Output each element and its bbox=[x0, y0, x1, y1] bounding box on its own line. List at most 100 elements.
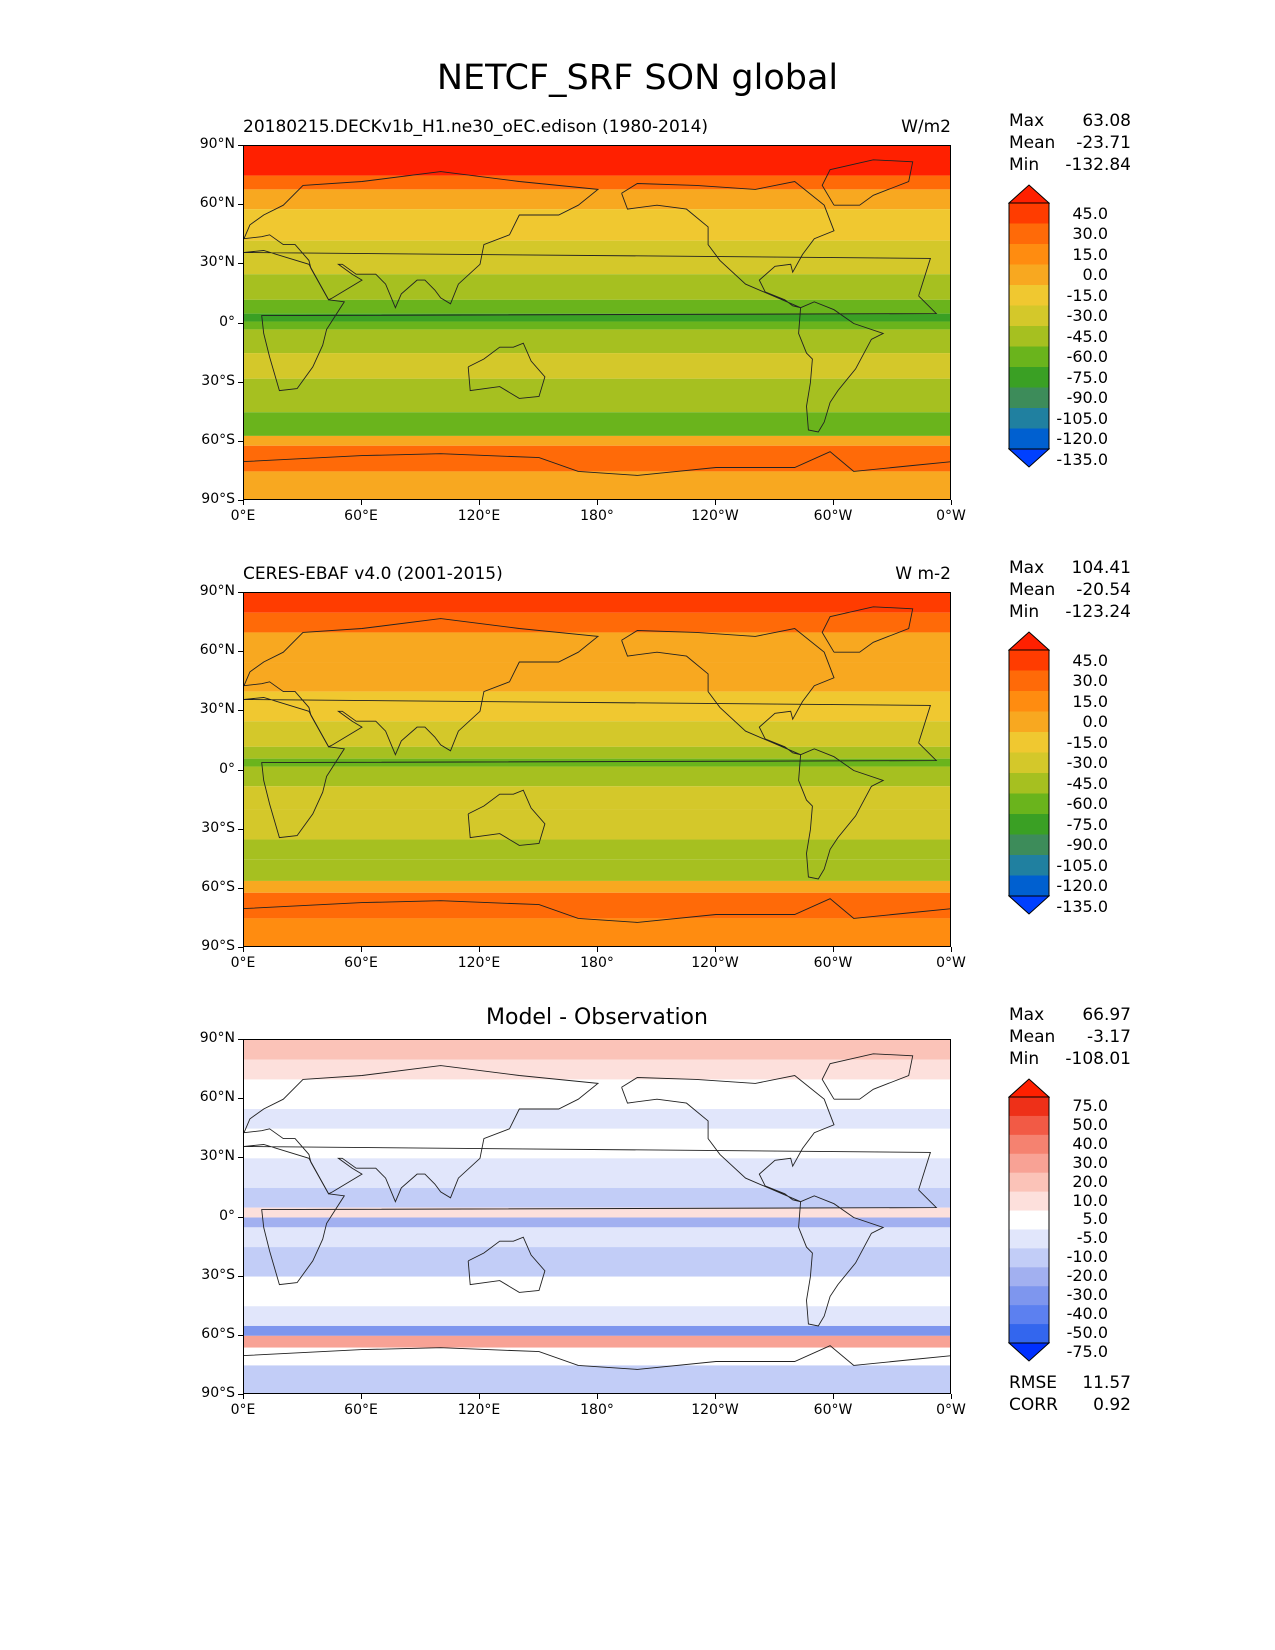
panel-title-center: Model - Observation bbox=[486, 1005, 708, 1030]
colorbar-segment bbox=[1009, 691, 1049, 712]
colorbar-label: -105.0 bbox=[1056, 408, 1108, 428]
colorbar-label: 0.0 bbox=[1082, 712, 1108, 731]
contour-band bbox=[244, 880, 950, 893]
x-tick-label: 180° bbox=[580, 508, 614, 524]
contour-band bbox=[244, 859, 950, 881]
x-tick-mark bbox=[597, 947, 598, 952]
coastline bbox=[621, 1075, 835, 1203]
contour-band bbox=[244, 329, 950, 354]
colorbar-label: -30.0 bbox=[1066, 1285, 1108, 1305]
colorbar-segment bbox=[1009, 326, 1049, 347]
contour-band bbox=[244, 412, 950, 436]
y-tick-mark bbox=[238, 651, 243, 653]
y-tick-mark bbox=[238, 1039, 243, 1040]
colorbar-segment bbox=[1009, 1248, 1049, 1268]
stat-value: -132.84 bbox=[1065, 155, 1131, 175]
y-tick-label: 30°N bbox=[199, 1148, 235, 1165]
y-tick-mark bbox=[238, 1157, 243, 1159]
colorbar-label: 10.0 bbox=[1072, 1190, 1108, 1210]
colorbar-segment bbox=[1009, 773, 1049, 794]
map-3 bbox=[243, 1039, 951, 1394]
stat-row: Min -123.24 bbox=[1009, 601, 1131, 623]
coastline bbox=[621, 181, 835, 309]
colorbar-segment bbox=[1009, 875, 1049, 897]
x-tick-label: 180° bbox=[580, 1402, 614, 1418]
contour-band bbox=[244, 1306, 950, 1326]
x-tick-mark bbox=[597, 500, 598, 505]
colorbar-frame bbox=[1008, 649, 1050, 897]
contour-band bbox=[244, 146, 950, 176]
colorbar-frame bbox=[1008, 202, 1050, 450]
colorbar-segment bbox=[1009, 1153, 1049, 1174]
x-tick-mark bbox=[243, 500, 244, 505]
coastline bbox=[798, 748, 885, 880]
contour-band bbox=[244, 313, 950, 322]
x-tick-label: 0°W bbox=[936, 955, 966, 971]
contour-band bbox=[244, 662, 950, 692]
stat-label: Max bbox=[1009, 558, 1045, 578]
contour-band bbox=[244, 1128, 950, 1159]
colorbar-label: -30.0 bbox=[1066, 306, 1108, 325]
colorbar-label: 15.0 bbox=[1072, 691, 1108, 711]
coastline bbox=[244, 618, 600, 756]
colorbar-segment bbox=[1009, 203, 1049, 224]
colorbar-segment bbox=[1009, 1210, 1049, 1230]
stat-label: Max bbox=[1009, 1005, 1045, 1025]
contour-band bbox=[244, 378, 950, 413]
y-tick-label: 90°S bbox=[201, 1385, 235, 1401]
colorbar-segment bbox=[1009, 752, 1049, 774]
coastline bbox=[244, 697, 938, 839]
colorbar-label: 0.0 bbox=[1082, 265, 1108, 284]
coastline bbox=[798, 301, 885, 433]
stat-value: -20.54 bbox=[1076, 580, 1131, 600]
x-tick-label: 0°E bbox=[230, 1402, 256, 1418]
stat-row: Mean -3.17 bbox=[1009, 1026, 1131, 1048]
y-tick-label: 60°S bbox=[201, 1325, 235, 1342]
contour-band bbox=[244, 918, 950, 946]
coastline bbox=[821, 1053, 914, 1100]
stat-label: Min bbox=[1009, 155, 1040, 175]
colorbar-extend-top bbox=[1008, 184, 1050, 204]
contour-band bbox=[244, 593, 950, 613]
y-tick-mark bbox=[238, 1394, 243, 1395]
coastline bbox=[798, 1195, 885, 1327]
figure-title: NETCF_SRF SON global bbox=[436, 58, 839, 98]
metrics-block: RMSE 11.57 CORR 0.92 bbox=[1009, 1372, 1131, 1416]
y-tick-label: 60°N bbox=[199, 642, 235, 659]
colorbar-segment bbox=[1009, 1267, 1049, 1287]
colorbar-label: -40.0 bbox=[1066, 1304, 1108, 1324]
y-tick-label: 30°S bbox=[201, 1266, 235, 1283]
stat-label: Mean bbox=[1009, 133, 1056, 153]
colorbar-segment bbox=[1009, 855, 1049, 876]
stat-value: -123.24 bbox=[1065, 602, 1131, 622]
y-tick-mark bbox=[238, 381, 243, 383]
x-tick-label: 120°E bbox=[457, 955, 501, 971]
x-tick-label: 60°E bbox=[344, 955, 378, 971]
colorbar-label: -105.0 bbox=[1056, 855, 1108, 875]
colorbar-label: -30.0 bbox=[1066, 753, 1108, 772]
colorbar-segment bbox=[1009, 1115, 1049, 1136]
x-tick-mark bbox=[715, 947, 716, 952]
coastline bbox=[821, 159, 914, 206]
y-tick-mark bbox=[238, 710, 243, 712]
contour-band bbox=[244, 1040, 950, 1060]
x-tick-label: 0°W bbox=[936, 508, 966, 524]
map-field-svg bbox=[244, 1040, 950, 1393]
y-tick-mark bbox=[238, 500, 243, 501]
y-tick-label: 30°N bbox=[199, 701, 235, 718]
y-tick-label: 0° bbox=[219, 1207, 235, 1224]
y-tick-mark bbox=[238, 1275, 243, 1277]
metric-row: RMSE 11.57 bbox=[1009, 1372, 1131, 1394]
colorbar-label: 20.0 bbox=[1072, 1171, 1108, 1191]
stat-label: Mean bbox=[1009, 580, 1056, 600]
y-tick-label: 60°S bbox=[201, 878, 235, 895]
colorbar-segment bbox=[1009, 732, 1049, 753]
x-tick-label: 120°W bbox=[691, 1402, 739, 1418]
colorbar-segment bbox=[1009, 1134, 1049, 1155]
contour-band bbox=[244, 786, 950, 810]
coastline bbox=[467, 342, 546, 399]
y-tick-label: 90°N bbox=[199, 136, 235, 152]
y-tick-label: 60°N bbox=[199, 195, 235, 212]
y-tick-label: 90°S bbox=[201, 491, 235, 507]
colorbar-label: 30.0 bbox=[1072, 1152, 1108, 1172]
